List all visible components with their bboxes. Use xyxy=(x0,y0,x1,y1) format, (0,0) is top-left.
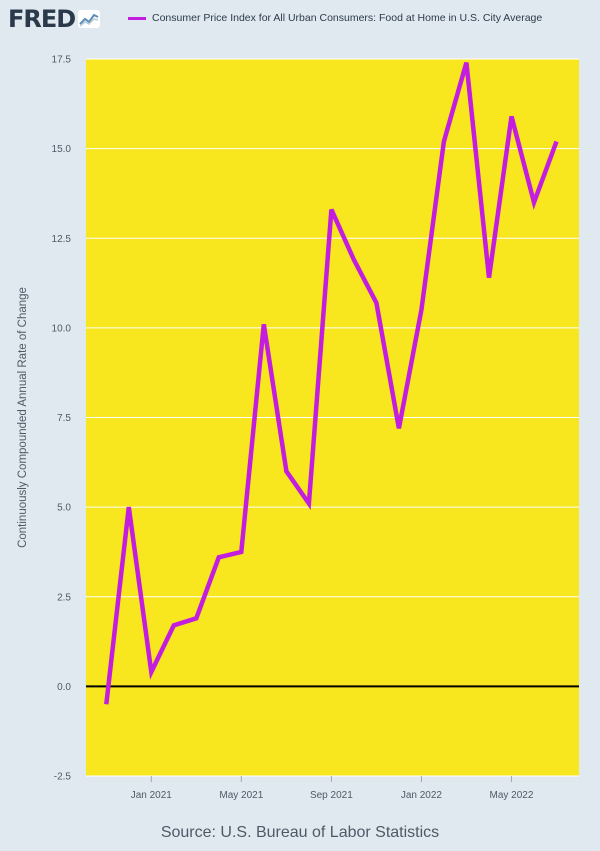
series-group xyxy=(104,61,559,705)
legend-label: Consumer Price Index for All Urban Consu… xyxy=(152,12,543,24)
chart-header: FRED Consumer Price Index for All Urban … xyxy=(0,0,600,40)
y-tick-label: 12.5 xyxy=(52,234,72,245)
x-tick-label: Jan 2022 xyxy=(401,790,443,801)
y-axis-title: Continuously Compounded Annual Rate of C… xyxy=(17,287,29,548)
y-tick-label: 0.0 xyxy=(57,682,71,693)
x-tick-label: Jan 2021 xyxy=(131,790,173,801)
source-note: Source: U.S. Bureau of Labor Statistics xyxy=(160,824,440,841)
x-tick-label: May 2021 xyxy=(219,790,263,801)
y-tick-label: 10.0 xyxy=(52,323,72,334)
line-graph-icon xyxy=(78,10,101,28)
y-tick-label: -2.5 xyxy=(54,772,72,783)
fred-logo[interactable]: FRED xyxy=(8,5,101,33)
y-tick-label: 17.5 xyxy=(52,55,72,66)
chart-legend: Consumer Price Index for All Urban Consu… xyxy=(128,12,542,24)
y-tick-label: 7.5 xyxy=(57,413,71,424)
y-tick-label: 2.5 xyxy=(57,592,71,603)
fred-logo-text: FRED xyxy=(8,5,76,33)
x-tick-label: May 2022 xyxy=(490,790,534,801)
y-tick-label: 15.0 xyxy=(52,144,72,155)
legend-swatch xyxy=(128,16,146,20)
y-tick-label: 5.0 xyxy=(57,503,71,514)
x-tick-label: Sep 2021 xyxy=(310,790,353,801)
